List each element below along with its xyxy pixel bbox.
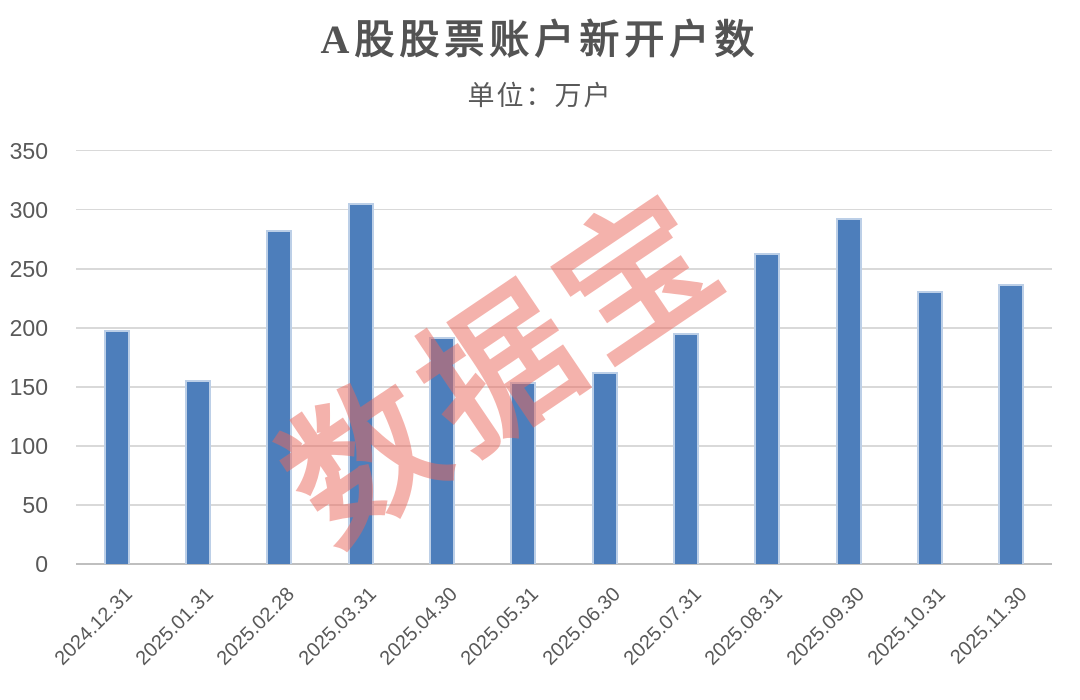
y-axis-tick-label: 200 [9,314,48,341]
bar-2025.02.28 [266,229,293,564]
bar-2025.09.30 [835,218,862,564]
bar-2025.05.31 [510,382,537,564]
y-axis-tick-label: 0 [35,551,48,577]
y-axis-tick-label: 50 [22,491,48,518]
gridline [76,327,1052,329]
y-axis-tick-label: 300 [9,196,48,223]
bar-2024.12.31 [103,330,130,564]
bar-2025.08.31 [754,253,781,564]
gridline [76,504,1052,506]
y-axis-tick-label: 100 [9,432,48,459]
chart-title: A股股票账户新开户数 [320,17,760,62]
chart-subtitle: 单位：万户 [467,81,613,111]
gridline [76,445,1052,447]
gridline [76,386,1052,388]
bar-2025.03.31 [347,202,374,564]
y-axis-tick-label: 250 [9,255,48,282]
gridline [76,208,1052,211]
y-axis-tick-label: 350 [9,137,48,164]
gridline [76,268,1052,270]
bar-2025.01.31 [185,379,211,564]
bar-2025.06.30 [591,371,618,564]
bar-2025.04.30 [429,337,455,564]
y-axis-tick-label: 150 [9,373,48,400]
gridline [76,149,1052,152]
bar-2025.10.31 [917,291,943,564]
gridline [76,563,1052,565]
bar-2025.11.30 [998,284,1025,564]
bar-2025.07.31 [673,332,699,564]
